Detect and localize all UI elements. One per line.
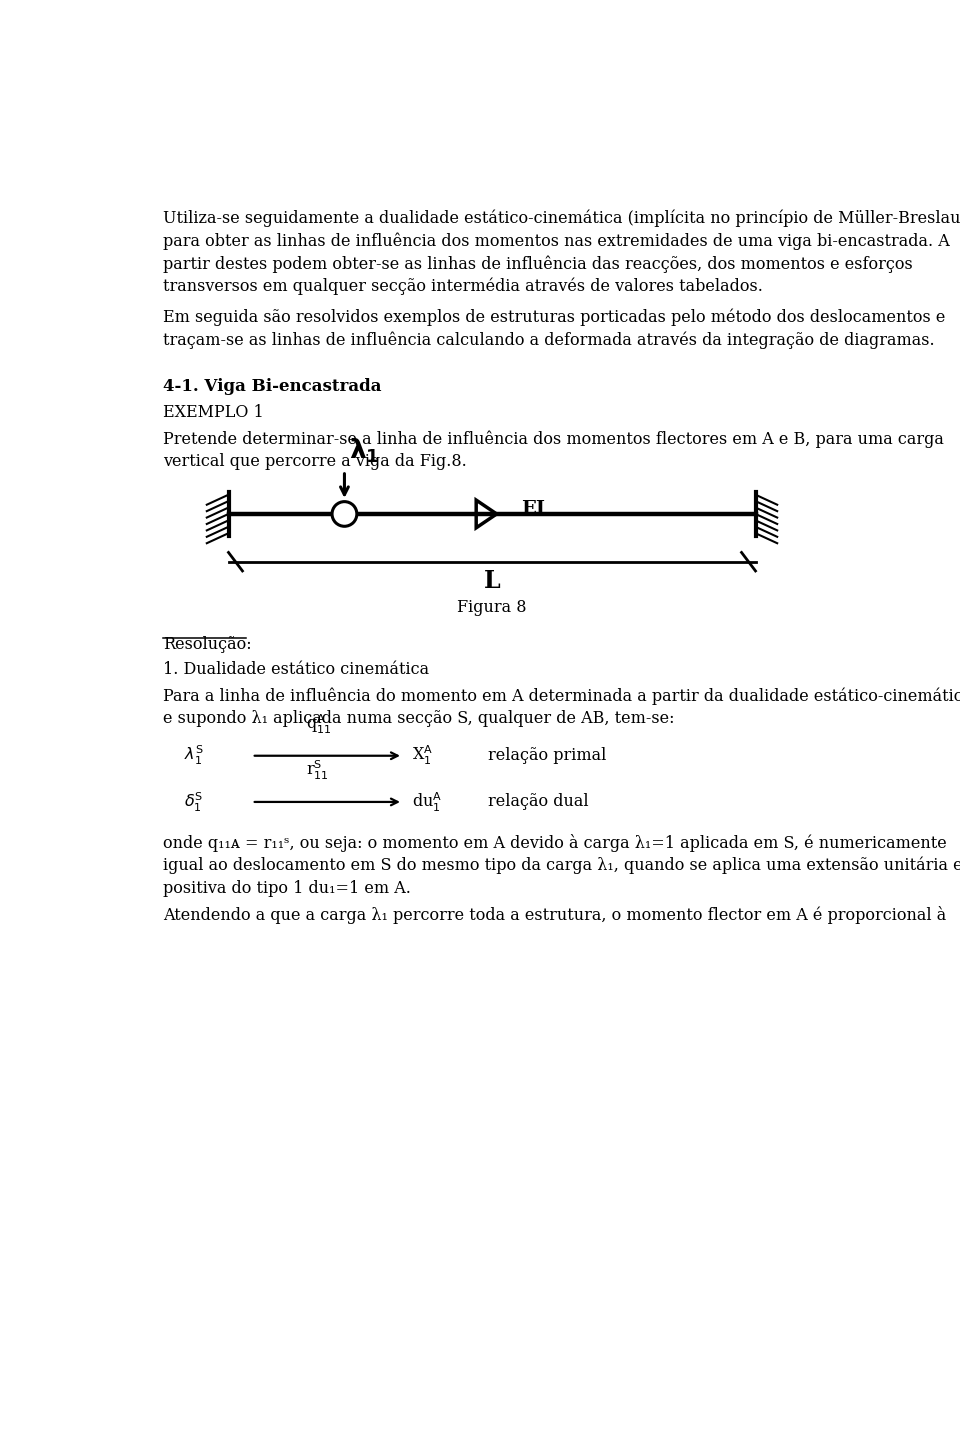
Circle shape [332,502,357,526]
Text: $\mathbf{\lambda_1}$: $\mathbf{\lambda_1}$ [349,436,379,465]
Text: para obter as linhas de influência dos momentos nas extremidades de uma viga bi-: para obter as linhas de influência dos m… [162,232,949,250]
Text: 1. Dualidade estático cinemática: 1. Dualidade estático cinemática [162,661,429,678]
Text: 4-1. Viga Bi-encastrada: 4-1. Viga Bi-encastrada [162,379,381,396]
Text: e supondo λ₁ aplicada numa secção S, qualquer de AB, tem-se:: e supondo λ₁ aplicada numa secção S, qua… [162,710,674,727]
Text: $\delta_1^{\mathsf{S}}$: $\delta_1^{\mathsf{S}}$ [184,790,204,813]
Text: r$_{11}^{\mathsf{S}}$: r$_{11}^{\mathsf{S}}$ [306,759,329,782]
Text: relação dual: relação dual [488,793,588,810]
Text: Utiliza-se seguidamente a dualidade estático-cinemática (implícita no princípio : Utiliza-se seguidamente a dualidade está… [162,209,960,228]
Text: EXEMPLO 1: EXEMPLO 1 [162,404,263,422]
Text: $\lambda_1^{\mathsf{S}}$: $\lambda_1^{\mathsf{S}}$ [184,744,204,767]
Text: partir destes podem obter-se as linhas de influência das reacções, dos momentos : partir destes podem obter-se as linhas d… [162,255,912,272]
Text: positiva do tipo 1 du₁=1 em A.: positiva do tipo 1 du₁=1 em A. [162,879,411,896]
Text: Pretende determinar-se a linha de influência dos momentos flectores em A e B, pa: Pretende determinar-se a linha de influê… [162,430,944,447]
Text: Para a linha de influência do momento em A determinada a partir da dualidade est: Para a linha de influência do momento em… [162,687,960,704]
Text: EI: EI [521,500,545,518]
Text: Atendendo a que a carga λ₁ percorre toda a estrutura, o momento flector em A é p: Atendendo a que a carga λ₁ percorre toda… [162,905,946,923]
Text: relação primal: relação primal [488,747,607,764]
Text: onde q₁₁ᴀ = r₁₁ˢ, ou seja: o momento em A devido à carga λ₁=1 aplicada em S, é n: onde q₁₁ᴀ = r₁₁ˢ, ou seja: o momento em … [162,835,947,852]
Text: vertical que percorre a viga da Fig.8.: vertical que percorre a viga da Fig.8. [162,453,467,470]
Text: X$_1^{\mathsf{A}}$: X$_1^{\mathsf{A}}$ [412,744,433,767]
Text: transversos em qualquer secção intermédia através de valores tabelados.: transversos em qualquer secção intermédi… [162,278,762,295]
Text: Resolução:: Resolução: [162,635,252,652]
Text: igual ao deslocamento em S do mesmo tipo da carga λ₁, quando se aplica uma exten: igual ao deslocamento em S do mesmo tipo… [162,858,960,875]
Text: q$_{11}^{\mathsf{A}}$: q$_{11}^{\mathsf{A}}$ [306,713,331,736]
Text: traçam-se as linhas de influência calculando a deformada através da integração d: traçam-se as linhas de influência calcul… [162,331,934,348]
Text: du$_1^{\mathsf{A}}$: du$_1^{\mathsf{A}}$ [412,790,443,813]
Text: L: L [484,569,500,594]
Text: Figura 8: Figura 8 [457,598,527,615]
Text: Em seguida são resolvidos exemplos de estruturas porticadas pelo método dos desl: Em seguida são resolvidos exemplos de es… [162,308,945,326]
